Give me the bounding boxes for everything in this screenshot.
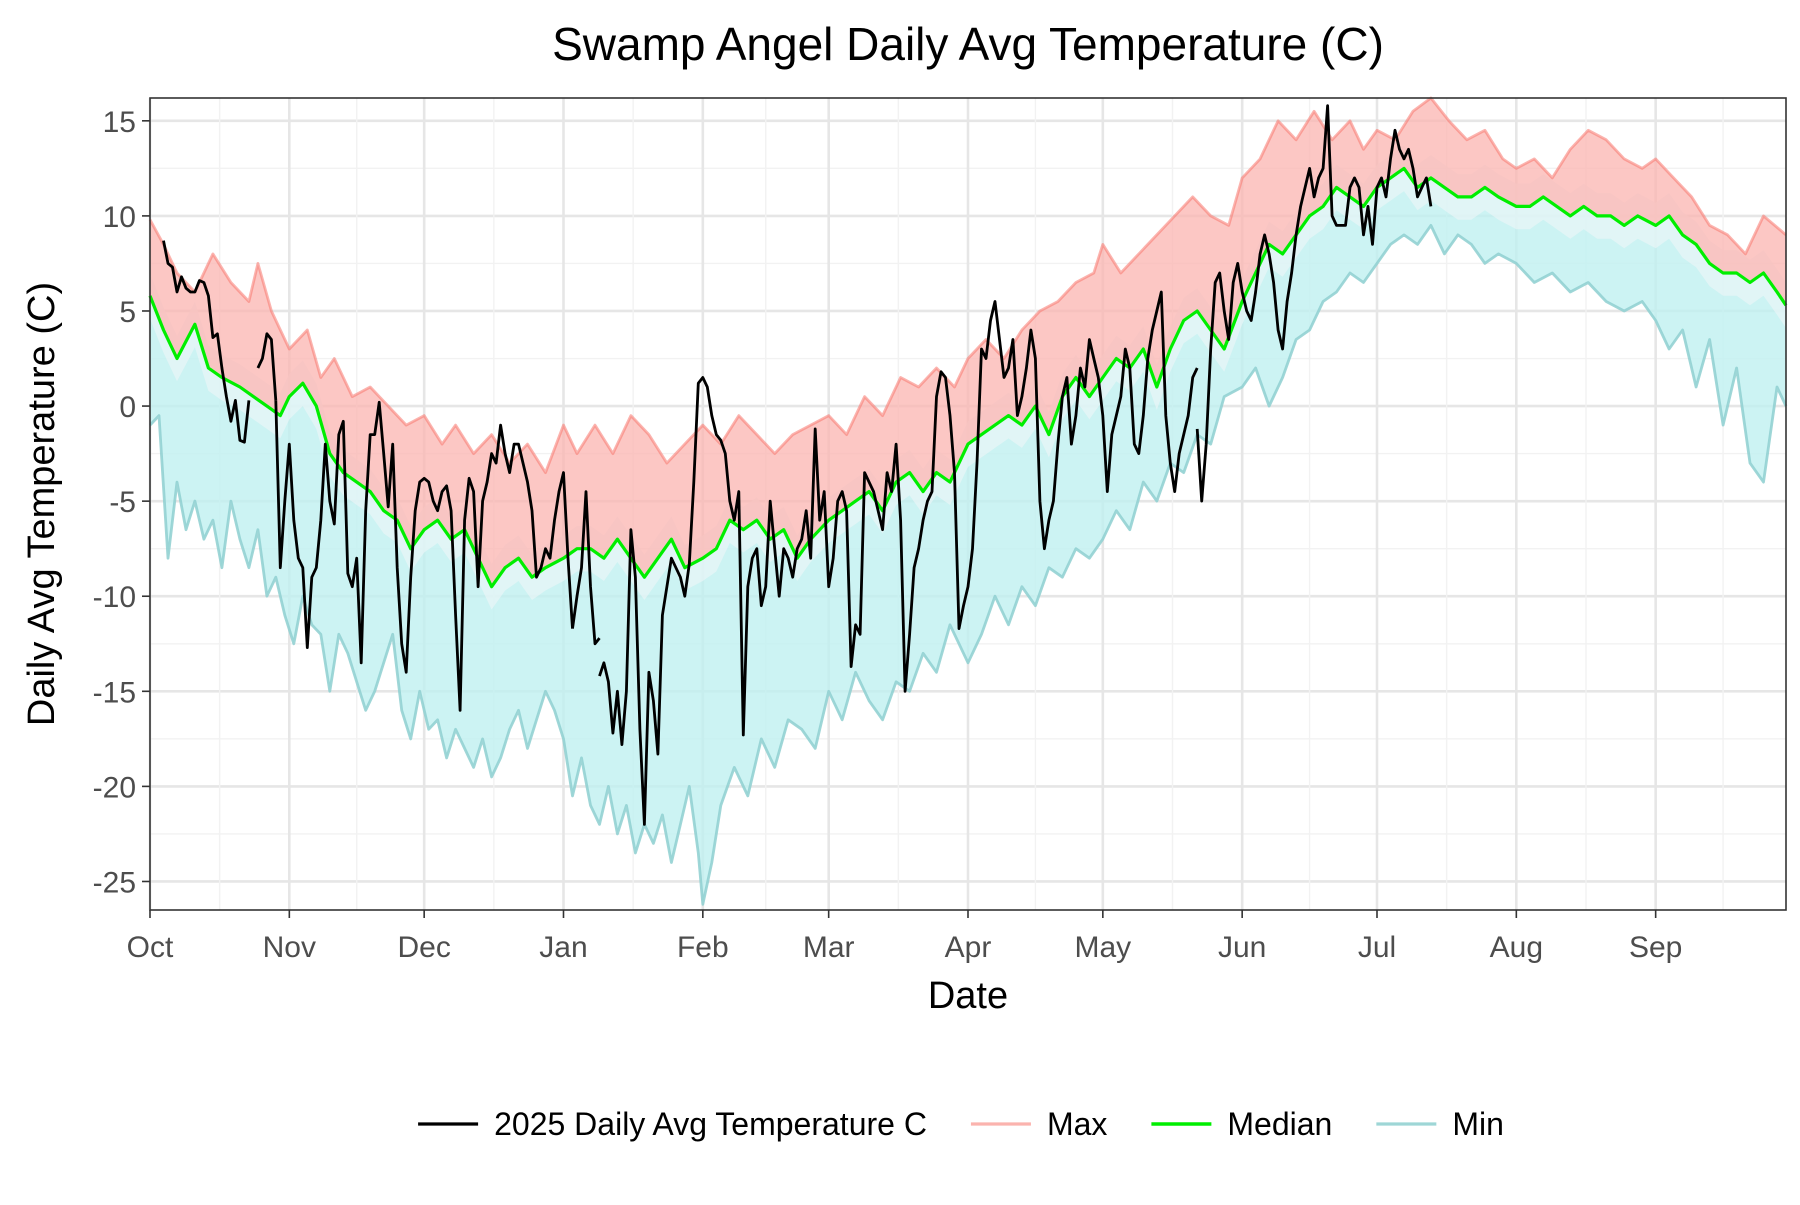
x-tick-label: Dec <box>397 931 450 964</box>
median-max-band <box>150 98 1786 587</box>
y-tick-label: -10 <box>93 581 136 614</box>
y-tick-label: -5 <box>109 486 136 519</box>
x-tick-label: Sep <box>1629 931 1682 964</box>
y-tick-label: -20 <box>93 771 136 804</box>
min-series-line <box>148 224 1788 906</box>
current-year-series-line <box>1195 104 1433 503</box>
y-tick-label: 15 <box>103 106 136 139</box>
legend-item-min: Min <box>1376 1106 1504 1142</box>
y-tick-label: 0 <box>119 391 136 424</box>
y-tick-label: -15 <box>93 676 136 709</box>
x-tick-label: Jul <box>1358 931 1396 964</box>
x-tick-label: Oct <box>127 931 174 964</box>
y-tick-label: 5 <box>119 296 136 329</box>
x-tick-label: Jun <box>1218 931 1266 964</box>
max-series-line <box>148 96 1787 474</box>
current-year-series-line <box>571 490 601 646</box>
x-tick-label: May <box>1074 931 1131 964</box>
current-year-series-line <box>274 400 574 712</box>
y-tick-label: 10 <box>103 201 136 234</box>
current-year-series-line <box>162 240 278 444</box>
current-year-series-line <box>598 290 1199 826</box>
x-tick-label: Feb <box>677 931 729 964</box>
chart-title: Swamp Angel Daily Avg Temperature (C) <box>552 18 1384 70</box>
legend-label-max: Max <box>1047 1106 1107 1142</box>
legend-label-median: Median <box>1227 1106 1332 1142</box>
x-axis-title: Date <box>928 975 1008 1017</box>
x-tick-label: Jan <box>539 931 587 964</box>
x-tick-label: Nov <box>263 931 316 964</box>
legend-item-current: 2025 Daily Avg Temperature C <box>418 1106 927 1142</box>
median-series-line <box>148 166 1788 589</box>
line-layer <box>148 96 1788 906</box>
legend-item-median: Median <box>1151 1106 1332 1142</box>
axis-layer: 15 10 5 0 -5 -10 -15 -20 -25 Oct Nov Dec Jan Feb Mar Ap… <box>93 106 1683 964</box>
legend-label-min: Min <box>1452 1106 1504 1142</box>
x-tick-label: Mar <box>803 931 855 964</box>
y-tick-label: -25 <box>93 866 136 899</box>
legend-label-current: 2025 Daily Avg Temperature C <box>494 1106 927 1142</box>
y-axis-title: Daily Avg Temperature (C) <box>21 282 63 726</box>
x-tick-label: Apr <box>945 931 992 964</box>
legend: 2025 Daily Avg Temperature C Max Median Min <box>418 1106 1504 1142</box>
legend-item-max: Max <box>970 1106 1107 1142</box>
x-tick-label: Aug <box>1490 931 1543 964</box>
